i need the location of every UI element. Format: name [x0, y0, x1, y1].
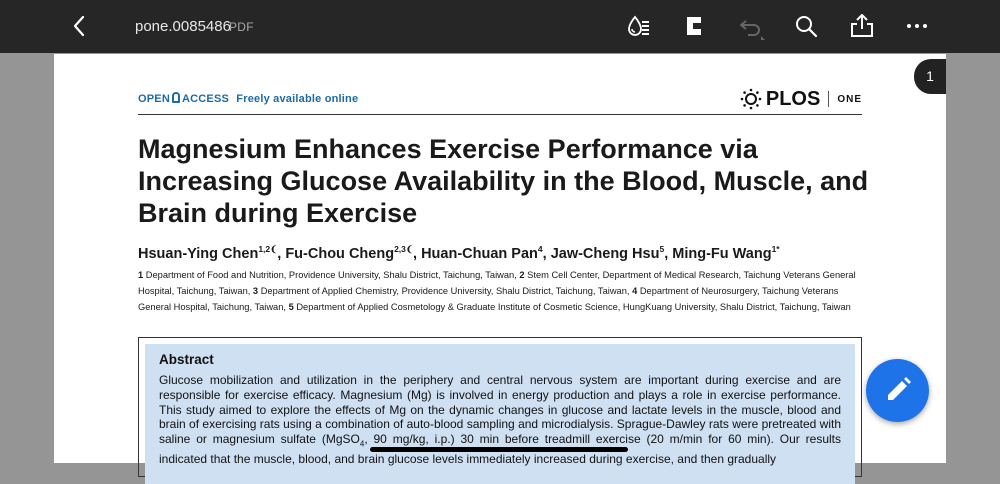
search-icon[interactable]	[792, 12, 820, 40]
author: Huan-Chuan Pan	[421, 245, 538, 262]
plos-sun-icon	[740, 88, 762, 110]
page-layout-icon[interactable]	[681, 12, 709, 40]
document-title: pone.0085486	[135, 18, 231, 35]
ink-underline-annotation[interactable]	[370, 447, 628, 452]
share-icon[interactable]	[848, 12, 876, 40]
open-access-label: OPEN ACCESS Freely available online	[138, 92, 359, 105]
open-lock-icon	[171, 92, 180, 103]
back-icon[interactable]	[66, 12, 94, 40]
abstract-box: Abstract Glucose mobilization and utiliz…	[138, 337, 862, 484]
abstract-text: Glucose mobilization and utilization in …	[159, 373, 842, 467]
undo-icon[interactable]	[737, 12, 765, 40]
pdf-page[interactable]: OPEN ACCESS Freely available online PLOS …	[54, 54, 946, 484]
header-rule	[138, 114, 862, 115]
affiliations: 1 Department of Food and Nutrition, Prov…	[138, 270, 856, 312]
page-number-badge: 1	[914, 59, 946, 94]
edit-fab-button[interactable]	[866, 359, 929, 422]
abstract-heading: Abstract	[159, 352, 214, 367]
author: Ming-Fu Wang	[672, 245, 772, 262]
pencil-icon	[888, 377, 911, 400]
author: Fu-Chou Cheng	[285, 245, 395, 262]
journal-logo: PLOS ONE	[740, 87, 862, 111]
reader-mode-icon[interactable]	[625, 12, 653, 40]
author: Hsuan-Ying Chen	[138, 245, 259, 262]
author-list: Hsuan-Ying Chen1,2❨, Fu-Chou Cheng2,3❨, …	[138, 244, 780, 262]
more-icon[interactable]	[903, 12, 931, 40]
plos-wordmark: PLOS	[765, 87, 821, 110]
article-title: Magnesium Enhances Exercise Performance …	[138, 134, 869, 228]
top-toolbar: pone.0085486 PDF	[0, 0, 1000, 53]
journal-name: ONE	[837, 93, 862, 105]
file-type-label: PDF	[229, 20, 254, 34]
author: Jaw-Cheng Hsu	[550, 245, 660, 262]
